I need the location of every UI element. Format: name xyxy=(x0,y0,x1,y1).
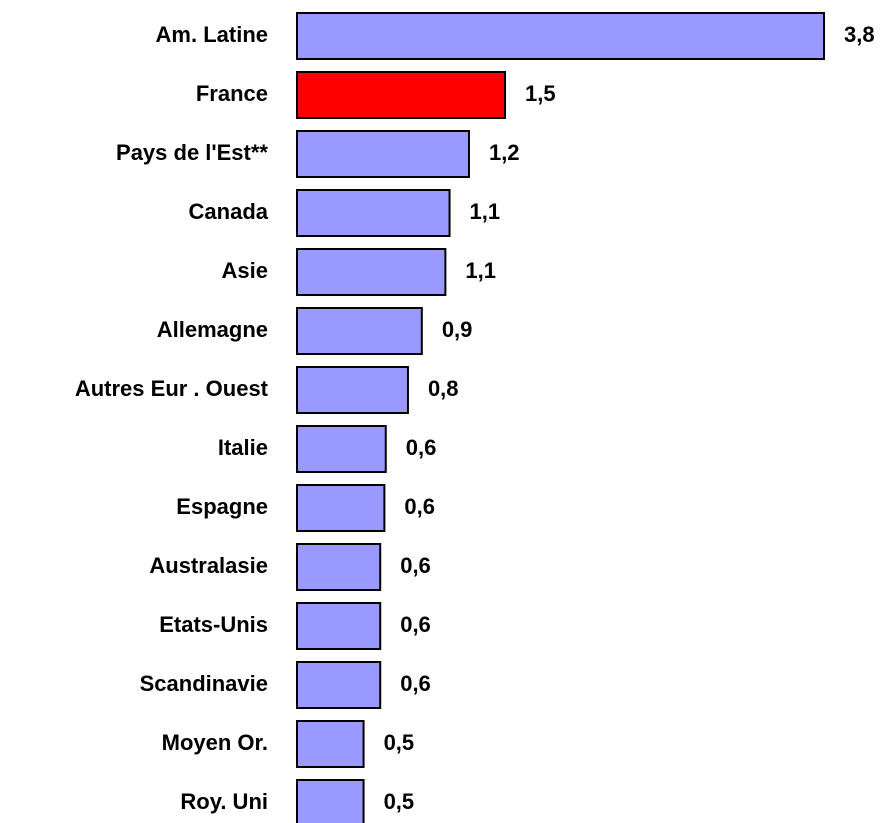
value-label: 0,8 xyxy=(428,376,459,401)
bar xyxy=(296,366,409,414)
value-label: 0,5 xyxy=(384,730,415,755)
value-label: 0,6 xyxy=(400,612,431,637)
category-label: Espagne xyxy=(176,494,268,519)
category-label: Italie xyxy=(218,435,268,460)
bar xyxy=(296,189,451,237)
category-label: Allemagne xyxy=(157,317,268,342)
bar xyxy=(296,602,382,650)
category-label: Etats-Unis xyxy=(159,612,268,637)
category-label: Scandinavie xyxy=(140,671,268,696)
category-label: Canada xyxy=(189,199,269,224)
bar xyxy=(296,484,386,532)
category-label: Australasie xyxy=(149,553,268,578)
bar xyxy=(296,130,470,178)
bar xyxy=(296,661,382,709)
bar xyxy=(296,248,447,296)
value-label: 0,6 xyxy=(400,553,431,578)
bar xyxy=(296,543,382,591)
category-label: Moyen Or. xyxy=(162,730,268,755)
value-label: 1,1 xyxy=(465,258,496,283)
value-label: 0,5 xyxy=(384,789,415,814)
bar xyxy=(296,307,423,355)
bar xyxy=(296,71,507,119)
value-label: 0,6 xyxy=(400,671,431,696)
category-label: France xyxy=(196,81,268,106)
value-label: 1,5 xyxy=(525,81,556,106)
bar xyxy=(296,779,365,823)
category-label: Asie xyxy=(222,258,268,283)
category-label: Autres Eur . Ouest xyxy=(75,376,269,401)
bar xyxy=(296,720,365,768)
value-label: 0,9 xyxy=(442,317,473,342)
category-label: Roy. Uni xyxy=(180,789,268,814)
value-label: 0,6 xyxy=(404,494,435,519)
bar xyxy=(296,425,387,473)
value-label: 0,6 xyxy=(406,435,437,460)
value-label: 3,8 xyxy=(844,22,875,47)
value-label: 1,2 xyxy=(489,140,520,165)
category-label: Pays de l'Est** xyxy=(116,140,268,165)
category-label: Am. Latine xyxy=(156,22,268,47)
value-label: 1,1 xyxy=(470,199,501,224)
bar xyxy=(296,12,825,60)
